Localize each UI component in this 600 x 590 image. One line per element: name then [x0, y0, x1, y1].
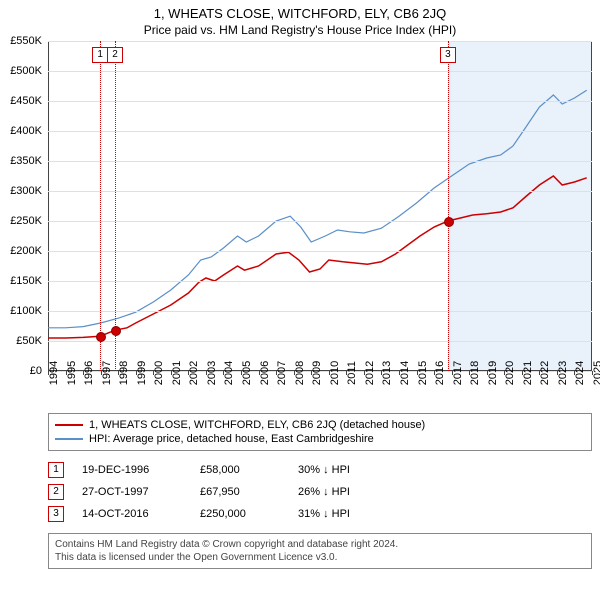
event-price: £67,950 — [200, 486, 280, 498]
x-tick-label: 2001 — [171, 361, 183, 385]
event-row: 3 14-OCT-2016 £250,000 31% ↓ HPI — [48, 503, 592, 525]
y-tick-label: £250K — [10, 215, 42, 227]
y-tick-label: £400K — [10, 125, 42, 137]
x-tick-label: 1996 — [83, 361, 95, 385]
event-date: 14-OCT-2016 — [82, 508, 182, 520]
grid-line — [48, 281, 592, 282]
legend-swatch — [55, 438, 83, 440]
sale-marker-label: 2 — [107, 47, 123, 63]
grid-line — [48, 41, 592, 42]
y-tick-label: £100K — [10, 305, 42, 317]
x-tick-label: 2015 — [417, 361, 429, 385]
event-note: 30% ↓ HPI — [298, 464, 350, 476]
x-tick-label: 2000 — [153, 361, 165, 385]
event-price: £250,000 — [200, 508, 280, 520]
grid-line — [48, 341, 592, 342]
x-tick-label: 2004 — [223, 361, 235, 385]
grid-line — [48, 131, 592, 132]
chart-lines — [48, 41, 592, 371]
grid-line — [48, 161, 592, 162]
x-tick-label: 2012 — [364, 361, 376, 385]
footer-line: This data is licensed under the Open Gov… — [55, 551, 585, 564]
event-marker-box: 2 — [48, 484, 64, 500]
event-price: £58,000 — [200, 464, 280, 476]
chart-plot-area: £0£50K£100K£150K£200K£250K£300K£350K£400… — [48, 41, 592, 371]
grid-line — [48, 191, 592, 192]
x-tick-label: 2007 — [276, 361, 288, 385]
x-tick-label: 2006 — [259, 361, 271, 385]
legend-label: 1, WHEATS CLOSE, WITCHFORD, ELY, CB6 2JQ… — [89, 419, 425, 431]
x-tick-label: 2021 — [522, 361, 534, 385]
sale-vline — [448, 41, 449, 371]
event-date: 27-OCT-1997 — [82, 486, 182, 498]
y-tick-label: £50K — [16, 335, 42, 347]
chart-title: 1, WHEATS CLOSE, WITCHFORD, ELY, CB6 2JQ — [0, 0, 600, 21]
footer-line: Contains HM Land Registry data © Crown c… — [55, 538, 585, 551]
x-tick-label: 2002 — [188, 361, 200, 385]
legend-swatch — [55, 424, 83, 426]
y-tick-label: £300K — [10, 185, 42, 197]
y-tick-label: £0 — [30, 365, 42, 377]
event-date: 19-DEC-1996 — [82, 464, 182, 476]
sale-marker-label: 1 — [92, 47, 108, 63]
y-tick-label: £450K — [10, 95, 42, 107]
sale-events: 1 19-DEC-1996 £58,000 30% ↓ HPI 2 27-OCT… — [48, 459, 592, 525]
y-tick-label: £350K — [10, 155, 42, 167]
x-tick-label: 2003 — [206, 361, 218, 385]
x-tick-label: 2014 — [399, 361, 411, 385]
event-note: 26% ↓ HPI — [298, 486, 350, 498]
grid-line — [48, 311, 592, 312]
sale-marker-label: 3 — [440, 47, 456, 63]
x-tick-label: 1998 — [118, 361, 130, 385]
x-tick-label: 2018 — [469, 361, 481, 385]
sale-vline — [100, 41, 101, 371]
sale-vline — [115, 41, 116, 371]
grid-line — [48, 101, 592, 102]
x-tick-label: 2022 — [539, 361, 551, 385]
x-tick-label: 1995 — [66, 361, 78, 385]
grid-line — [48, 221, 592, 222]
y-tick-label: £500K — [10, 65, 42, 77]
grid-line — [48, 251, 592, 252]
x-tick-label: 2020 — [504, 361, 516, 385]
x-tick-label: 2023 — [557, 361, 569, 385]
x-tick-label: 2025 — [592, 361, 600, 385]
x-tick-label: 2017 — [452, 361, 464, 385]
event-note: 31% ↓ HPI — [298, 508, 350, 520]
x-tick-label: 2024 — [574, 361, 586, 385]
y-tick-label: £150K — [10, 275, 42, 287]
event-row: 2 27-OCT-1997 £67,950 26% ↓ HPI — [48, 481, 592, 503]
chart-subtitle: Price paid vs. HM Land Registry's House … — [0, 21, 600, 41]
x-tick-label: 1994 — [48, 361, 60, 385]
event-marker-box: 3 — [48, 506, 64, 522]
x-tick-label: 1999 — [136, 361, 148, 385]
y-tick-label: £200K — [10, 245, 42, 257]
event-row: 1 19-DEC-1996 £58,000 30% ↓ HPI — [48, 459, 592, 481]
x-tick-label: 2011 — [346, 361, 358, 385]
legend-item: HPI: Average price, detached house, East… — [55, 432, 585, 446]
sale-marker-dot — [444, 217, 454, 227]
footer-attribution: Contains HM Land Registry data © Crown c… — [48, 533, 592, 569]
x-tick-label: 2008 — [294, 361, 306, 385]
x-tick-label: 2013 — [381, 361, 393, 385]
x-tick-label: 2019 — [487, 361, 499, 385]
chart-legend: 1, WHEATS CLOSE, WITCHFORD, ELY, CB6 2JQ… — [48, 413, 592, 451]
x-tick-label: 2005 — [241, 361, 253, 385]
x-tick-label: 2009 — [311, 361, 323, 385]
y-tick-label: £550K — [10, 35, 42, 47]
series-line — [48, 90, 587, 328]
legend-label: HPI: Average price, detached house, East… — [89, 433, 374, 445]
event-marker-box: 1 — [48, 462, 64, 478]
x-tick-label: 1997 — [101, 361, 113, 385]
x-tick-label: 2016 — [434, 361, 446, 385]
x-tick-label: 2010 — [329, 361, 341, 385]
grid-line — [48, 71, 592, 72]
series-line — [48, 176, 587, 338]
legend-item: 1, WHEATS CLOSE, WITCHFORD, ELY, CB6 2JQ… — [55, 418, 585, 432]
x-axis-labels: 1994199519961997199819992000200120022003… — [48, 371, 592, 405]
